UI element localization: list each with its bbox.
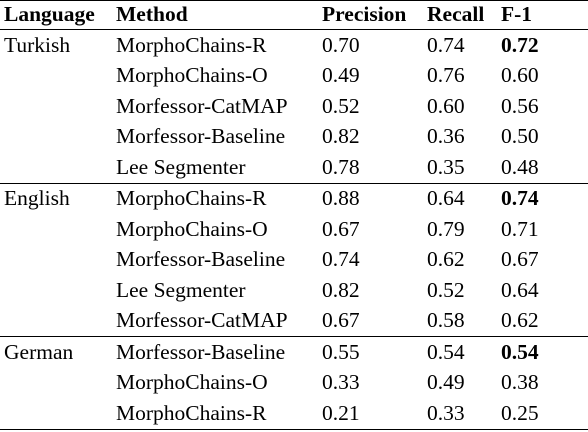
table-row: Turkish MorphoChains-R 0.70 0.74 0.72 xyxy=(0,29,588,61)
method-cell: MorphoChains-R xyxy=(116,182,322,214)
f1-cell: 0.38 xyxy=(501,370,539,394)
language-cell xyxy=(0,214,116,245)
f1-cell: 0.64 xyxy=(501,277,539,302)
recall-cell: 0.62 xyxy=(427,247,465,271)
table-row: Morfessor-Baseline 0.82 0.36 0.50 xyxy=(0,122,588,153)
precision-cell: 0.67 xyxy=(322,308,360,332)
f1-cell: 0.60 xyxy=(501,63,539,87)
table-row: Morfessor-Baseline 0.74 0.62 0.67 xyxy=(0,245,588,276)
method-cell: MorphoChains-O xyxy=(116,216,268,241)
language-cell xyxy=(0,368,116,399)
recall-cell: 0.60 xyxy=(427,93,465,118)
precision-cell: 0.52 xyxy=(322,93,360,118)
header-method: Method xyxy=(116,0,322,30)
language-cell: English xyxy=(0,182,116,214)
precision-cell: 0.74 xyxy=(322,247,360,271)
f1-cell: 0.71 xyxy=(501,216,539,241)
f1-cell: 0.56 xyxy=(501,93,539,118)
table-row: German Morfessor-Baseline 0.55 0.54 0.54 xyxy=(0,336,588,368)
recall-cell: 0.54 xyxy=(427,336,501,368)
table-row: MorphoChains-O 0.67 0.79 0.71 xyxy=(0,214,588,245)
table-row: MorphoChains-O 0.49 0.76 0.60 xyxy=(0,61,588,92)
f1-cell: 0.54 xyxy=(501,336,588,368)
method-cell: Morfessor-Baseline xyxy=(116,124,286,148)
method-cell: Lee Segmenter xyxy=(116,154,246,179)
precision-cell: 0.55 xyxy=(322,336,427,368)
language-cell xyxy=(0,122,116,153)
f1-cell: 0.67 xyxy=(501,247,539,271)
recall-cell: 0.76 xyxy=(427,63,465,87)
language-cell xyxy=(0,61,116,92)
method-cell: Morfessor-Baseline xyxy=(116,336,322,368)
header-recall: Recall xyxy=(427,0,501,30)
f1-cell: 0.74 xyxy=(501,182,588,214)
language-cell xyxy=(0,306,116,337)
precision-cell: 0.82 xyxy=(322,277,360,302)
f1-cell: 0.50 xyxy=(501,124,539,148)
recall-cell: 0.36 xyxy=(427,124,465,148)
language-cell xyxy=(0,245,116,276)
header-row: Language Method Precision Recall F-1 xyxy=(0,0,588,30)
recall-cell: 0.52 xyxy=(427,277,465,302)
method-cell: Morfessor-Baseline xyxy=(116,247,286,271)
recall-cell: 0.79 xyxy=(427,216,465,241)
precision-cell: 0.70 xyxy=(322,29,427,61)
method-cell: MorphoChains-R xyxy=(116,398,322,430)
language-cell xyxy=(0,152,116,183)
table-row: MorphoChains-R 0.21 0.33 0.25 xyxy=(0,398,588,430)
table-row: English MorphoChains-R 0.88 0.64 0.74 xyxy=(0,182,588,214)
method-cell: Morfessor-CatMAP xyxy=(116,308,288,332)
language-cell: Turkish xyxy=(0,29,116,61)
table-row: Lee Segmenter 0.78 0.35 0.48 xyxy=(0,152,588,183)
method-cell: Morfessor-CatMAP xyxy=(116,93,288,118)
recall-cell: 0.74 xyxy=(427,29,501,61)
precision-cell: 0.78 xyxy=(322,154,360,179)
precision-cell: 0.21 xyxy=(322,398,427,430)
recall-cell: 0.49 xyxy=(427,370,465,394)
table-row: Morfessor-CatMAP 0.52 0.60 0.56 xyxy=(0,91,588,122)
table-row: Morfessor-CatMAP 0.67 0.58 0.62 xyxy=(0,306,588,337)
f1-cell: 0.25 xyxy=(501,398,588,430)
recall-cell: 0.35 xyxy=(427,154,465,179)
language-cell: German xyxy=(0,336,116,368)
table-row: MorphoChains-O 0.33 0.49 0.38 xyxy=(0,368,588,399)
table-row: Lee Segmenter 0.82 0.52 0.64 xyxy=(0,275,588,306)
precision-cell: 0.33 xyxy=(322,370,360,394)
recall-cell: 0.64 xyxy=(427,182,501,214)
table-body: Turkish MorphoChains-R 0.70 0.74 0.72 MorphoC… xyxy=(0,29,588,430)
f1-cell: 0.62 xyxy=(501,308,539,332)
precision-cell: 0.67 xyxy=(322,216,360,241)
method-cell: Lee Segmenter xyxy=(116,277,246,302)
recall-cell: 0.33 xyxy=(427,398,501,430)
precision-cell: 0.49 xyxy=(322,63,360,87)
language-cell xyxy=(0,275,116,306)
method-cell: MorphoChains-O xyxy=(116,370,268,394)
language-cell xyxy=(0,398,116,430)
f1-cell: 0.48 xyxy=(501,154,539,179)
precision-cell: 0.82 xyxy=(322,124,360,148)
method-cell: MorphoChains-O xyxy=(116,63,268,87)
recall-cell: 0.58 xyxy=(427,308,465,332)
precision-cell: 0.88 xyxy=(322,182,427,214)
language-cell xyxy=(0,91,116,122)
header-f1: F-1 xyxy=(501,0,588,30)
header-language: Language xyxy=(0,0,116,30)
f1-cell: 0.72 xyxy=(501,29,588,61)
method-cell: MorphoChains-R xyxy=(116,29,322,61)
header-precision: Precision xyxy=(322,0,427,30)
